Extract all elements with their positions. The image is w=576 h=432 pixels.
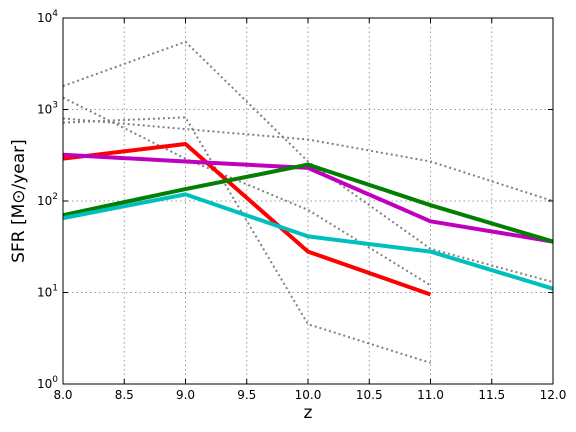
series-line-5 <box>62 152 554 244</box>
series-lines <box>62 40 554 364</box>
x-tick-label: 10.0 <box>295 388 322 402</box>
series-line-4 <box>62 142 432 297</box>
axis-ticks: 8.0 8.5 9.0 9.5 10.0 10.5 11.0 11.5 12.0 100 101 10… <box>37 9 566 402</box>
series-line-6 <box>62 162 554 244</box>
x-tick-label: 12.0 <box>540 388 567 402</box>
y-tick-label: 104 <box>37 9 58 25</box>
y-tick-label: 102 <box>37 192 58 208</box>
y-tick-label: 103 <box>37 101 58 117</box>
x-tick-label: 10.5 <box>356 388 383 402</box>
x-tick-label: 11.5 <box>478 388 505 402</box>
x-tick-label: 9.0 <box>176 388 195 402</box>
dotted-series-line-1 <box>62 96 432 287</box>
dotted-series-line-2 <box>62 117 554 202</box>
x-axis-label: z <box>304 403 313 423</box>
dotted-series-line-3 <box>62 116 431 364</box>
series-line-7 <box>62 192 554 291</box>
y-axis-label: SFR [M⊙/year] <box>9 139 29 263</box>
y-tick-label: 100 <box>37 375 58 391</box>
x-tick-label: 8.5 <box>115 388 134 402</box>
x-tick-label: 8.0 <box>53 388 72 402</box>
dotted-series-line-0 <box>62 40 554 284</box>
x-tick-label: 9.5 <box>237 388 256 402</box>
y-tick-label: 101 <box>37 284 58 300</box>
x-tick-label: 11.0 <box>417 388 444 402</box>
